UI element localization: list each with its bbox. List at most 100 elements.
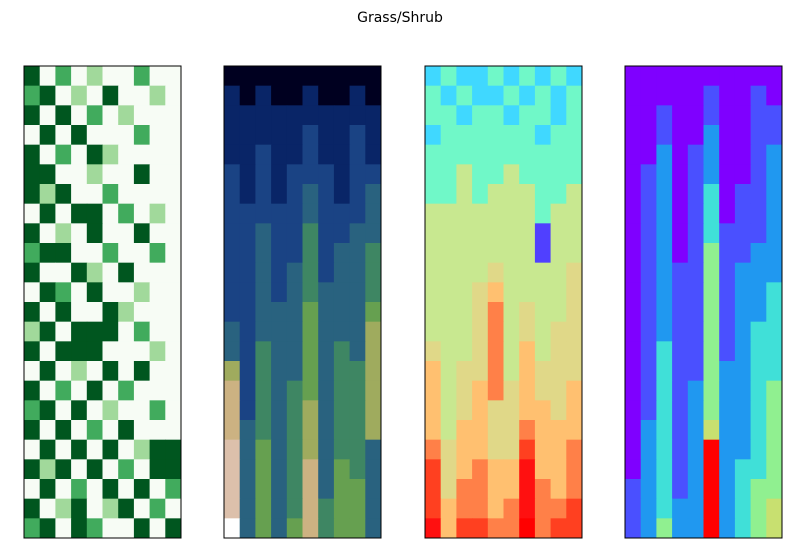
heatmap-cell	[24, 144, 41, 165]
heatmap-cell	[503, 125, 520, 146]
heatmap-cell	[519, 105, 536, 126]
heatmap-cell	[271, 400, 288, 421]
heatmap-cell	[719, 85, 736, 106]
heatmap-cell	[86, 400, 103, 421]
heatmap-cell	[133, 380, 151, 401]
heatmap-cell	[640, 66, 657, 87]
heatmap-cell	[503, 184, 520, 205]
heatmap-cell	[703, 420, 720, 441]
heatmap-cell	[239, 184, 256, 205]
heatmap-cell	[333, 400, 351, 421]
heatmap-cell	[550, 439, 567, 460]
heatmap-cell	[472, 361, 489, 382]
heatmap-cell	[118, 223, 135, 244]
heatmap-cell	[102, 400, 119, 421]
heatmap-cell	[625, 144, 642, 165]
heatmap-cell	[750, 144, 767, 165]
heatmap-cell	[672, 361, 689, 382]
heatmap-cell	[687, 498, 704, 519]
heatmap-cell	[440, 243, 457, 264]
heatmap-cell	[55, 380, 72, 401]
heatmap-cell	[39, 380, 56, 401]
heatmap-cell	[118, 282, 135, 303]
heatmap-cell	[750, 66, 767, 87]
heatmap-cell	[149, 498, 166, 519]
heatmap-cell	[55, 144, 72, 165]
heatmap-cell	[550, 459, 567, 480]
heatmap-cell	[318, 302, 335, 323]
heatmap-cell	[550, 518, 567, 539]
heatmap-cell	[672, 85, 689, 106]
heatmap-cell	[286, 479, 303, 500]
heatmap-cell	[487, 302, 504, 323]
heatmap-cell	[566, 144, 583, 165]
heatmap-cell	[719, 380, 736, 401]
heatmap-cell	[102, 243, 119, 264]
heatmap-cell	[656, 262, 673, 283]
heatmap-cell	[71, 164, 88, 185]
heatmap-cell	[503, 262, 520, 283]
heatmap-cell	[86, 85, 103, 106]
heatmap-cell	[456, 479, 473, 500]
heatmap-cell	[286, 380, 303, 401]
heatmap-cell	[271, 223, 288, 244]
heatmap-cell	[550, 203, 567, 224]
heatmap-cell	[519, 66, 536, 87]
heatmap-cell	[472, 125, 489, 146]
heatmap-cell	[656, 164, 673, 185]
heatmap-cell	[102, 184, 119, 205]
heatmap-cell	[286, 164, 303, 185]
heatmap-cell	[472, 144, 489, 165]
heatmap-cell	[55, 203, 72, 224]
heatmap-cell	[519, 321, 536, 342]
heatmap-cell	[719, 223, 736, 244]
heatmap-cell	[425, 125, 442, 146]
heatmap-cell	[425, 203, 442, 224]
heatmap-cell	[425, 361, 442, 382]
heatmap-cell	[86, 203, 103, 224]
heatmap-cell	[286, 243, 303, 264]
heatmap-cell	[487, 203, 504, 224]
heatmap-cell	[534, 203, 552, 224]
heatmap-cell	[333, 341, 351, 362]
heatmap-cell	[255, 164, 272, 185]
heatmap-cell	[255, 479, 272, 500]
heatmap-cell	[24, 459, 41, 480]
heatmap-cell	[224, 243, 241, 264]
heatmap-cell	[750, 85, 767, 106]
heatmap-cell	[766, 144, 783, 165]
heatmap-cell	[519, 184, 536, 205]
heatmap-cell	[440, 518, 457, 539]
heatmap-cell	[165, 105, 182, 126]
heatmap-cell	[271, 361, 288, 382]
heatmap-cell	[55, 184, 72, 205]
heatmap-cell	[24, 498, 41, 519]
heatmap-cell	[656, 439, 673, 460]
heatmap-cell	[349, 184, 366, 205]
heatmap-cell	[224, 321, 241, 342]
heatmap-cell	[440, 66, 457, 87]
heatmap-cell	[672, 243, 689, 264]
heatmap-cell	[719, 420, 736, 441]
heatmap-cell	[365, 518, 382, 539]
heatmap-cell	[224, 85, 241, 106]
heatmap-cell	[102, 85, 119, 106]
heatmap-cell	[472, 518, 489, 539]
heatmap-cell	[550, 400, 567, 421]
heatmap-cell	[349, 243, 366, 264]
heatmap-cell	[302, 223, 319, 244]
heatmap-cell	[519, 144, 536, 165]
heatmap-cell	[503, 341, 520, 362]
heatmap-cell	[656, 400, 673, 421]
heatmap-cell	[640, 105, 657, 126]
heatmap-cell	[118, 341, 135, 362]
heatmap-cell	[55, 85, 72, 106]
heatmap-cell	[750, 223, 767, 244]
heatmap-cell	[149, 420, 166, 441]
heatmap-cell	[472, 184, 489, 205]
heatmap-cell	[39, 223, 56, 244]
heatmap-cell	[365, 282, 382, 303]
heatmap-cell	[519, 420, 536, 441]
heatmap-cell	[456, 498, 473, 519]
heatmap-cell	[349, 498, 366, 519]
